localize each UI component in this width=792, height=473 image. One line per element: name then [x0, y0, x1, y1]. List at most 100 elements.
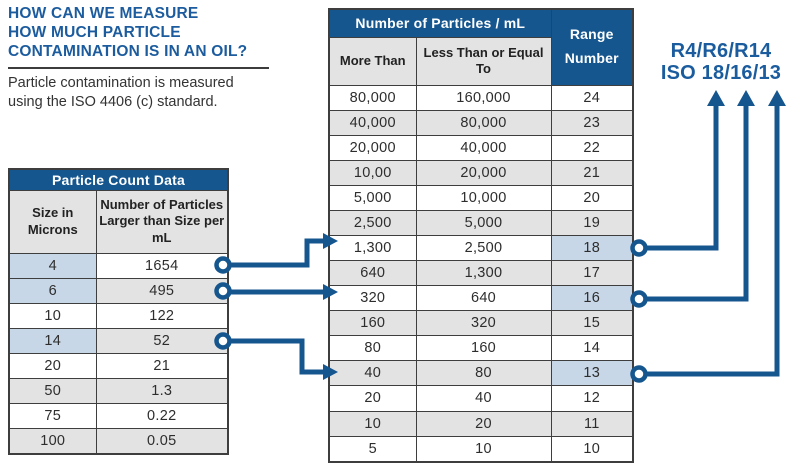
more-than-cell: 2,500 [328, 209, 417, 236]
range-row: 10,00 20,000 21 [328, 159, 634, 186]
less-than-cell: 1,300 [415, 260, 552, 287]
range-cell: 15 [550, 310, 634, 337]
range-row: 10 20 11 [328, 410, 634, 437]
title-divider [8, 67, 269, 69]
count-cell: 0.22 [95, 402, 229, 429]
size-cell: 14 [8, 327, 97, 354]
more-than-cell: 10 [328, 410, 417, 437]
link-node-range16 [630, 290, 648, 308]
less-than-cell: 10,000 [415, 184, 552, 211]
size-cell: 50 [8, 377, 97, 404]
range-row: 80 160 14 [328, 335, 634, 362]
count-cell: 122 [95, 302, 229, 329]
particle-row: 50 1.3 [8, 377, 229, 404]
particle-row: 6 495 [8, 277, 229, 304]
range-cell-highlighted: 18 [550, 234, 634, 262]
particle-count-table: Particle Count Data Size in Microns Numb… [8, 168, 229, 455]
less-than-cell: 20 [415, 410, 552, 437]
range-cell-highlighted: 13 [550, 360, 634, 387]
particles-per-ml-title: Number of Particles / mL [328, 8, 552, 38]
range-row: 20,000 40,000 22 [328, 134, 634, 161]
range-cell: 20 [550, 184, 634, 211]
arrow-52-to-40 [230, 338, 323, 375]
page-title-line: HOW CAN WE MEASURE [8, 5, 199, 22]
range-row: 80,000 160,000 24 [328, 84, 634, 111]
intro-text-line: using the ISO 4406 (c) standard. [8, 94, 218, 110]
page-title-line: HOW MUCH PARTICLE [8, 24, 181, 41]
size-column-header: Size in Microns [8, 189, 97, 254]
range-row: 640 1,300 17 [328, 260, 634, 287]
range-cell: 12 [550, 385, 634, 412]
more-than-cell: 1,300 [328, 234, 417, 262]
range-row: 5,000 10,000 20 [328, 184, 634, 211]
size-cell: 75 [8, 402, 97, 429]
arrowhead-range18 [707, 90, 725, 106]
less-than-cell: 2,500 [415, 234, 552, 262]
less-than-cell: 40 [415, 385, 552, 412]
range-cell: 23 [550, 109, 634, 136]
size-cell: 6 [8, 277, 97, 304]
particle-row: 4 1654 [8, 252, 229, 279]
particle-row: 100 0.05 [8, 427, 229, 455]
more-than-header: More Than [328, 36, 417, 86]
arrowhead-range16 [737, 90, 755, 106]
size-cell: 20 [8, 352, 97, 379]
count-cell: 21 [95, 352, 229, 379]
less-than-cell: 320 [415, 310, 552, 337]
more-than-cell: 20 [328, 385, 417, 412]
particle-row: 14 52 [8, 327, 229, 354]
more-than-cell: 40 [328, 360, 417, 387]
intro-text: Particle contamination is measured using… [8, 74, 234, 112]
particle-row: 10 122 [8, 302, 229, 329]
intro-text-line: Particle contamination is measured [8, 75, 234, 91]
arrow-1654-to-1300 [230, 238, 323, 268]
particle-row: 75 0.22 [8, 402, 229, 429]
count-cell: 0.05 [95, 427, 229, 455]
range-cell: 14 [550, 335, 634, 362]
range-row: 40,000 80,000 23 [328, 109, 634, 136]
range-cell: 11 [550, 410, 634, 437]
page-title: HOW CAN WE MEASURE HOW MUCH PARTICLE CON… [8, 4, 247, 61]
less-than-cell: 5,000 [415, 209, 552, 236]
count-cell: 1654 [95, 252, 229, 279]
particles-per-ml-table: Number of Particles / mL Range Number Mo… [328, 8, 635, 463]
more-than-cell: 5 [328, 435, 417, 463]
more-than-cell: 80 [328, 335, 417, 362]
count-cell: 1.3 [95, 377, 229, 404]
page-title-line: CONTAMINATION IS IN AN OIL? [8, 43, 248, 60]
arrow-range13-to-code [646, 104, 780, 377]
arrow-range18-to-code [646, 104, 719, 251]
more-than-cell: 640 [328, 260, 417, 287]
more-than-cell: 320 [328, 285, 417, 312]
range-cell: 10 [550, 435, 634, 463]
particle-row: 20 21 [8, 352, 229, 379]
size-cell: 100 [8, 427, 97, 455]
less-than-cell: 80 [415, 360, 552, 387]
range-number-header: Range Number [550, 8, 634, 86]
less-than-header: Less Than or Equal To [415, 36, 552, 86]
more-than-cell: 80,000 [328, 84, 417, 111]
less-than-cell: 160 [415, 335, 552, 362]
arrowhead-range13 [768, 90, 786, 106]
count-cell: 495 [95, 277, 229, 304]
size-cell: 4 [8, 252, 97, 279]
less-than-cell: 40,000 [415, 134, 552, 161]
particle-count-table-title: Particle Count Data [8, 168, 229, 191]
iso-code-annotation: R4/R6/R14 ISO 18/16/13 [650, 40, 792, 84]
range-row: 160 320 15 [328, 310, 634, 337]
less-than-cell: 80,000 [415, 109, 552, 136]
arrow-range16-to-code [646, 104, 749, 302]
range-cell: 22 [550, 134, 634, 161]
less-than-cell: 160,000 [415, 84, 552, 111]
range-row: 2,500 5,000 19 [328, 209, 634, 236]
less-than-cell: 20,000 [415, 159, 552, 186]
size-cell: 10 [8, 302, 97, 329]
more-than-cell: 160 [328, 310, 417, 337]
count-column-header: Number of Particles Larger than Size per… [95, 189, 229, 254]
range-row: 20 40 12 [328, 385, 634, 412]
range-row: 1,300 2,500 18 [328, 234, 634, 262]
range-cell: 19 [550, 209, 634, 236]
more-than-cell: 10,00 [328, 159, 417, 186]
less-than-cell: 10 [415, 435, 552, 463]
r-code-label: R4/R6/R14 [670, 40, 772, 62]
